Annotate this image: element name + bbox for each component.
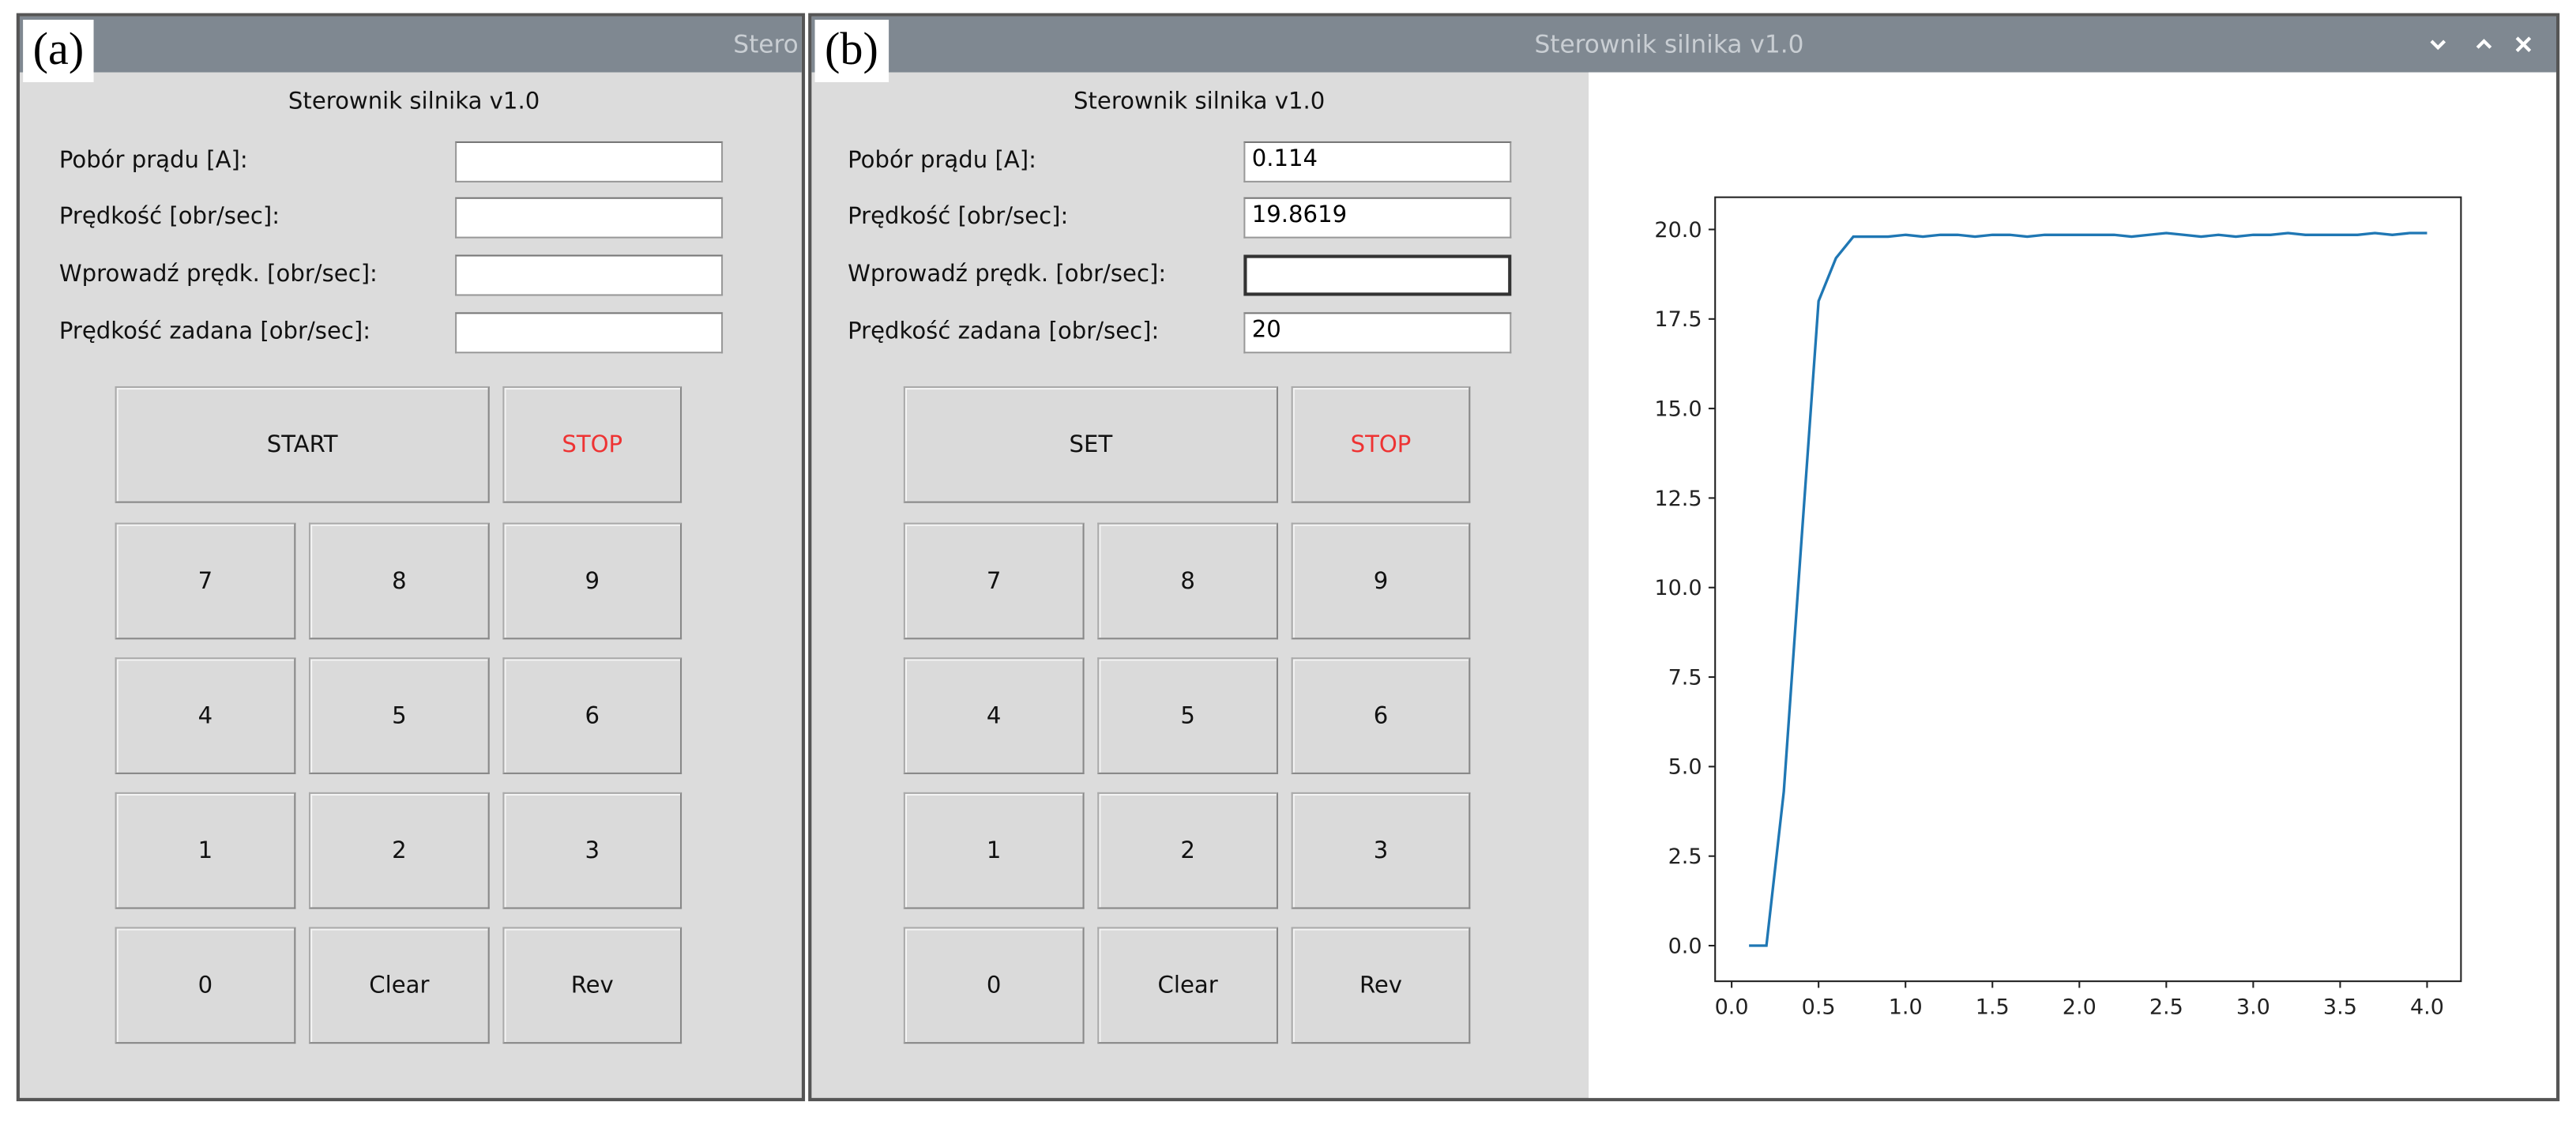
- x-tick-label: 3.0: [2236, 995, 2270, 1020]
- line-series: [1749, 231, 2427, 947]
- button[interactable]: SET: [903, 386, 1279, 503]
- panel-tag: (a): [23, 19, 94, 83]
- y-tick-label: 10.0: [1654, 576, 1702, 600]
- field-label: Pobór prądu [A]:: [58, 148, 248, 175]
- panel-tag: (b): [814, 19, 889, 83]
- button[interactable]: 9: [502, 522, 683, 640]
- button[interactable]: 3: [502, 792, 683, 909]
- x-tick-label: 1.5: [1976, 995, 2010, 1020]
- field-label: Prędkość [obr/sec]:: [58, 203, 280, 231]
- window-title: Sterownik silnika v1.0: [1534, 29, 1804, 59]
- button[interactable]: 7: [115, 522, 296, 640]
- heading: Sterownik silnika v1.0: [1074, 88, 1326, 115]
- y-tick-label: 17.5: [1654, 307, 1702, 332]
- button[interactable]: 5: [308, 657, 490, 774]
- button[interactable]: 6: [1291, 657, 1471, 774]
- heading: Sterownik silnika v1.0: [288, 88, 540, 115]
- button[interactable]: 2: [1097, 792, 1279, 909]
- x-tick-label: 3.5: [2323, 995, 2357, 1020]
- button[interactable]: STOP: [502, 386, 683, 503]
- button[interactable]: 6: [502, 657, 683, 774]
- field-label: Pobór prądu [A]:: [848, 148, 1036, 175]
- button[interactable]: 5: [1097, 657, 1279, 774]
- field-label: Prędkość [obr/sec]:: [848, 203, 1069, 231]
- y-tick-label: 5.0: [1668, 755, 1702, 780]
- window-controls[interactable]: [2415, 17, 2546, 73]
- text-field[interactable]: 19.8619: [1243, 197, 1512, 239]
- button[interactable]: STOP: [1291, 386, 1471, 503]
- axes-frame: [1714, 196, 2462, 983]
- x-tick-label: 1.0: [1889, 995, 1923, 1020]
- field-label: Wprowadź prędk. [obr/sec]:: [848, 261, 1167, 288]
- text-field[interactable]: [455, 312, 724, 354]
- y-tick-label: 12.5: [1654, 487, 1702, 511]
- window-title: Stero: [733, 29, 799, 59]
- x-tick-label: 0.0: [1715, 995, 1749, 1020]
- button[interactable]: 4: [903, 657, 1085, 774]
- text-field[interactable]: [455, 141, 724, 182]
- text-field[interactable]: [455, 197, 724, 239]
- x-tick-label: 4.0: [2410, 995, 2444, 1020]
- button[interactable]: Rev: [502, 927, 683, 1044]
- field-label: Wprowadź prędk. [obr/sec]:: [58, 261, 378, 288]
- button[interactable]: 4: [115, 657, 296, 774]
- button[interactable]: 0: [903, 927, 1085, 1044]
- title-bar: Stero: [19, 16, 802, 73]
- y-tick-label: 2.5: [1668, 845, 1702, 869]
- y-tick-label: 15.0: [1654, 397, 1702, 421]
- x-tick-label: 2.0: [2063, 995, 2097, 1020]
- x-tick-label: 0.5: [1802, 995, 1836, 1020]
- chart: 0.0 2.5 5.0 7.5 10.0 12.5 15.0 17.5 20.0 0.0 0.5 1.…: [1654, 196, 2462, 1020]
- button[interactable]: 8: [308, 522, 490, 640]
- window: Stero (a) Sterownik silnika v1.0 Pobór prąd…: [16, 13, 806, 1102]
- text-field[interactable]: [1243, 254, 1512, 296]
- button[interactable]: 8: [1097, 522, 1279, 640]
- x-tick-label: 2.5: [2149, 995, 2183, 1020]
- button[interactable]: 3: [1291, 792, 1471, 909]
- text-field[interactable]: 0.114: [1243, 141, 1512, 182]
- button[interactable]: Clear: [1097, 927, 1279, 1044]
- field-label: Prędkość zadana [obr/sec]:: [58, 318, 371, 345]
- text-field[interactable]: [455, 254, 724, 296]
- y-tick-label: 7.5: [1668, 665, 1702, 690]
- plot-area: [1589, 72, 2557, 1098]
- button[interactable]: Rev: [1291, 927, 1471, 1044]
- button[interactable]: 0: [115, 927, 296, 1044]
- button[interactable]: 1: [903, 792, 1085, 909]
- button[interactable]: START: [115, 386, 490, 503]
- button[interactable]: 1: [115, 792, 296, 909]
- text-field[interactable]: 20: [1243, 312, 1512, 354]
- button[interactable]: 9: [1291, 522, 1471, 640]
- button[interactable]: 7: [903, 522, 1085, 640]
- button[interactable]: 2: [308, 792, 490, 909]
- button[interactable]: Clear: [308, 927, 490, 1044]
- title-bar: Sterownik silnika v1.0: [811, 16, 2557, 73]
- field-label: Prędkość zadana [obr/sec]:: [848, 318, 1160, 345]
- y-tick-label: 20.0: [1654, 218, 1702, 243]
- window: Sterownik silnika v1.0 (b) Sterownik silni…: [808, 13, 2560, 1102]
- y-tick-label: 0.0: [1668, 934, 1702, 958]
